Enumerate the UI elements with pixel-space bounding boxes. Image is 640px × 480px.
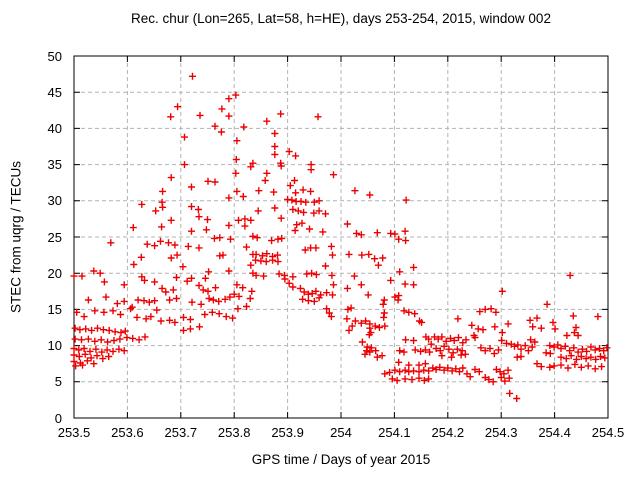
x-tick-label: 253.5 xyxy=(57,425,91,440)
x-tick-label: 254.1 xyxy=(378,425,411,440)
y-tick-label: 15 xyxy=(47,301,62,317)
chart-title: Rec. chur (Lon=265, Lat=58, h=HE), days … xyxy=(131,11,551,26)
y-tick-label: 30 xyxy=(47,193,62,209)
x-axis-label: GPS time / Days of year 2015 xyxy=(251,452,431,467)
x-tick-label: 254.3 xyxy=(484,425,518,440)
y-tick-label: 35 xyxy=(47,157,62,173)
x-tick-label: 253.8 xyxy=(217,425,251,440)
x-tick-label: 254.4 xyxy=(538,425,571,440)
y-tick-label: 0 xyxy=(54,410,62,426)
y-tick-label: 45 xyxy=(47,84,62,100)
y-tick-label: 40 xyxy=(47,120,62,136)
x-tick-label: 253.6 xyxy=(111,425,144,440)
y-tick-label: 50 xyxy=(47,48,62,64)
y-tick-label: 5 xyxy=(54,374,62,390)
x-tick-label: 253.7 xyxy=(164,425,198,440)
y-tick-label: 25 xyxy=(47,229,62,245)
x-tick-label: 254 xyxy=(330,425,352,440)
grid-lines xyxy=(74,56,608,418)
x-tick-label: 253.9 xyxy=(271,425,304,440)
x-tick-label: 254.5 xyxy=(591,425,625,440)
scatter-points xyxy=(70,72,611,402)
y-tick-label: 20 xyxy=(47,265,62,281)
tick-marks xyxy=(73,55,609,419)
x-tick-label: 254.2 xyxy=(431,425,465,440)
y-tick-label: 10 xyxy=(47,338,62,354)
